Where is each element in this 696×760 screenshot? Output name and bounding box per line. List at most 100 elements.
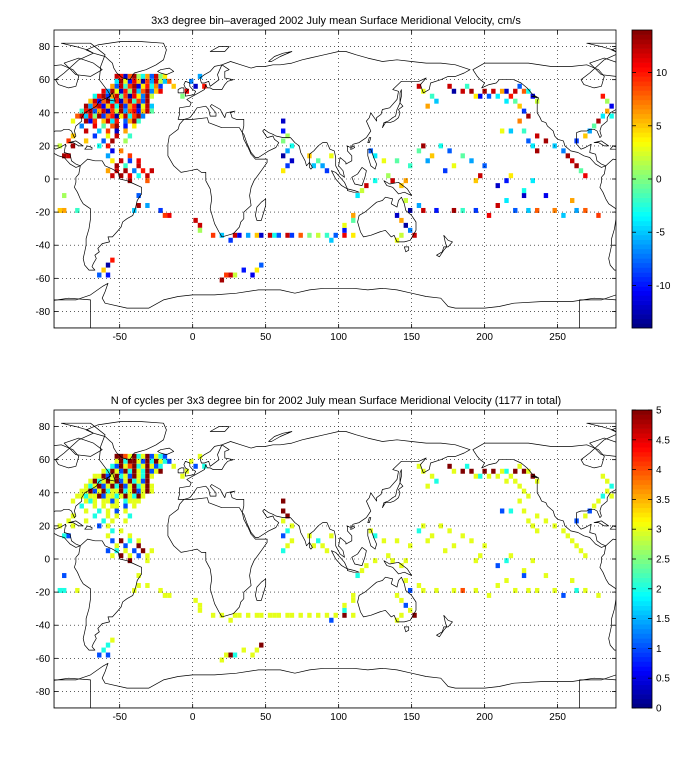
cycles-bin — [451, 587, 457, 593]
cycles-bin — [123, 518, 128, 524]
velocity-bin — [123, 93, 128, 99]
cycles-bin — [158, 463, 163, 469]
velocity-x-tick-label: 50 — [260, 332, 272, 343]
cycles-bin — [149, 458, 154, 464]
cycles-y-axis: -80 -60 -40 -20 0 20 40 60 80 — [36, 422, 616, 698]
cycles-bin — [259, 642, 264, 648]
cycles-bin — [136, 498, 141, 504]
cycles-colorbar-segment — [632, 628, 652, 634]
velocity-bin — [197, 227, 203, 233]
velocity-coastlines — [54, 41, 616, 328]
cycles-bin — [149, 463, 154, 469]
velocity-bin — [127, 108, 133, 114]
cycles-colorbar-segment — [632, 526, 652, 532]
cycles-bin — [605, 478, 610, 484]
cycles-colorbar-tick-label: 3 — [656, 525, 662, 536]
cycles-bin — [434, 587, 439, 593]
velocity-bin — [92, 103, 98, 109]
cycles-colorbar-segment — [632, 703, 652, 709]
cycles-bin — [513, 478, 518, 484]
cycles-bin — [394, 617, 400, 623]
cycles-bin — [105, 498, 111, 504]
cycles-bin — [504, 468, 509, 474]
velocity-colorbar-segment — [632, 118, 652, 124]
velocity-bin — [425, 158, 430, 164]
velocity-y-tick-label: -20 — [36, 208, 51, 219]
velocity-bin — [105, 108, 111, 114]
velocity-bin — [499, 88, 505, 94]
velocity-bin — [123, 73, 128, 79]
velocity-bin — [324, 168, 330, 174]
cycles-bin — [123, 478, 128, 484]
velocity-bin — [552, 207, 557, 213]
cycles-bin — [101, 483, 106, 489]
cycles-bin — [508, 473, 514, 479]
cycles-bin — [407, 607, 413, 613]
velocity-bin — [132, 98, 137, 104]
velocity-bin — [530, 143, 535, 149]
coastline-baffin — [63, 57, 103, 77]
cycles-bin — [210, 612, 216, 618]
cycles-bin — [495, 563, 500, 569]
cycles-bin — [123, 493, 128, 499]
velocity-bin — [149, 103, 154, 109]
velocity-bin — [574, 163, 579, 169]
coastline-eurasia — [177, 51, 471, 178]
cycles-bin — [127, 483, 133, 489]
cycles-bin — [521, 508, 527, 514]
velocity-bin — [132, 93, 137, 99]
cycles-bin — [193, 463, 198, 469]
velocity-bin — [526, 207, 531, 213]
cycles-bin — [145, 488, 150, 494]
cycles-colorbar-segment — [632, 521, 652, 527]
coastline-africa — [167, 117, 268, 238]
velocity-bin — [149, 78, 154, 84]
cycles-bin — [114, 473, 119, 479]
cycles-bin — [189, 458, 194, 464]
coastline-africa — [167, 497, 268, 618]
velocity-bin — [333, 232, 338, 238]
velocity-title: 3x3 degree bin–averaged 2002 July mean S… — [151, 15, 521, 27]
velocity-bin — [149, 108, 154, 114]
coastline-eurasia — [177, 431, 471, 558]
cycles-colorbar-segment — [632, 465, 652, 471]
cycles-bin — [140, 493, 146, 499]
coastline-north-america — [472, 422, 616, 548]
cycles-bin — [79, 488, 84, 494]
velocity-bin — [62, 207, 67, 213]
cycles-bin — [486, 473, 492, 479]
cycles-bin — [123, 503, 128, 509]
cycles-bin — [372, 558, 378, 564]
cycles-bin — [609, 493, 614, 499]
velocity-bin — [399, 183, 404, 189]
velocity-bin — [272, 232, 277, 238]
cycles-colorbar-segment — [632, 475, 652, 481]
cycles-y-tick-label: -60 — [36, 654, 51, 665]
coastline-cuba — [68, 140, 84, 147]
velocity-bin — [342, 232, 347, 238]
velocity-grid — [54, 30, 616, 328]
velocity-colorbar-segment — [632, 286, 652, 292]
cycles-bin — [570, 538, 575, 544]
cycles-y-tick-label: -20 — [36, 588, 51, 599]
velocity-bin — [469, 88, 474, 94]
cycles-bin — [123, 498, 128, 504]
cycles-bin — [62, 533, 67, 539]
cycles-bin — [110, 498, 115, 504]
coastline-cuba — [68, 520, 84, 527]
velocity-bin — [570, 158, 575, 164]
cycles-bin — [149, 473, 154, 479]
cycles-bin — [280, 508, 286, 514]
cycles-bin — [145, 553, 150, 559]
velocity-bin — [118, 148, 124, 154]
velocity-bin — [105, 262, 111, 268]
cycles-colorbar-segment — [632, 624, 652, 630]
cycles-bin — [521, 468, 527, 474]
cycles-y-tick-label: 60 — [39, 455, 51, 466]
cycles-colorbar-segment — [632, 554, 652, 560]
velocity-colorbar-segment — [632, 192, 652, 198]
cycles-colorbar-segment — [632, 503, 652, 509]
velocity-x-tick-label: -50 — [112, 332, 127, 343]
velocity-bin — [596, 118, 601, 124]
cycles-bin — [149, 488, 154, 494]
